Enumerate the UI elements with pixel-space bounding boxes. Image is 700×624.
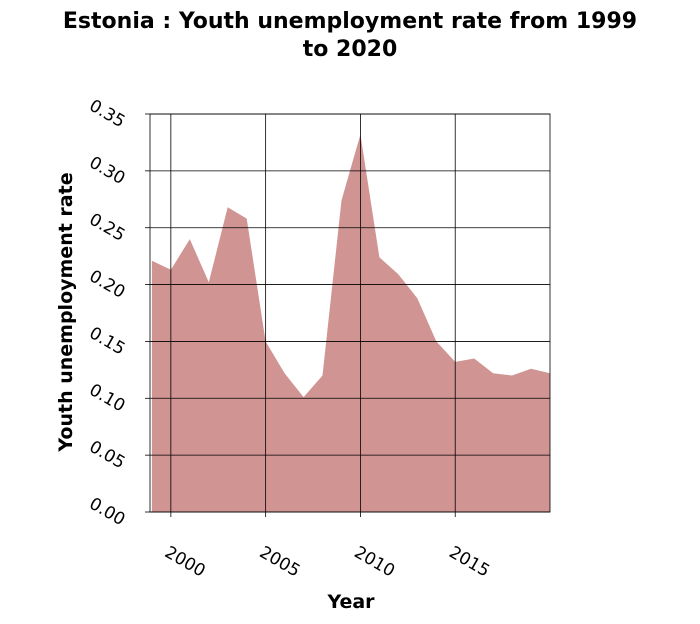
x-tick-label-3: 2015 (445, 543, 492, 582)
y-tick-label-0: 0.00 (86, 494, 129, 530)
x-tick-label-2: 2010 (351, 543, 398, 582)
y-tick-label-7: 0.35 (86, 96, 129, 132)
y-tick-label-5: 0.25 (86, 210, 129, 246)
y-tick-label-1: 0.05 (86, 437, 129, 473)
y-axis-label: Youth unemployment rate (55, 172, 77, 452)
x-tick-label-1: 2005 (256, 543, 303, 582)
y-axis: 0.00 0.05 0.10 0.15 0.20 0.25 0.30 0.35 (86, 96, 150, 530)
x-axis-label: Year (326, 591, 375, 613)
x-tick-label-0: 2000 (161, 543, 208, 582)
y-tick-label-6: 0.30 (86, 153, 129, 189)
x-axis: 2000 2005 2010 2015 (161, 512, 493, 581)
y-tick-label-2: 0.10 (86, 380, 129, 416)
chart-title-line2: to 2020 (303, 37, 398, 62)
y-tick-label-3: 0.15 (86, 323, 129, 359)
y-tick-label-4: 0.20 (86, 266, 129, 302)
plot-area (150, 114, 550, 512)
chart-title-line1: Estonia : Youth unemployment rate from 1… (63, 9, 637, 34)
